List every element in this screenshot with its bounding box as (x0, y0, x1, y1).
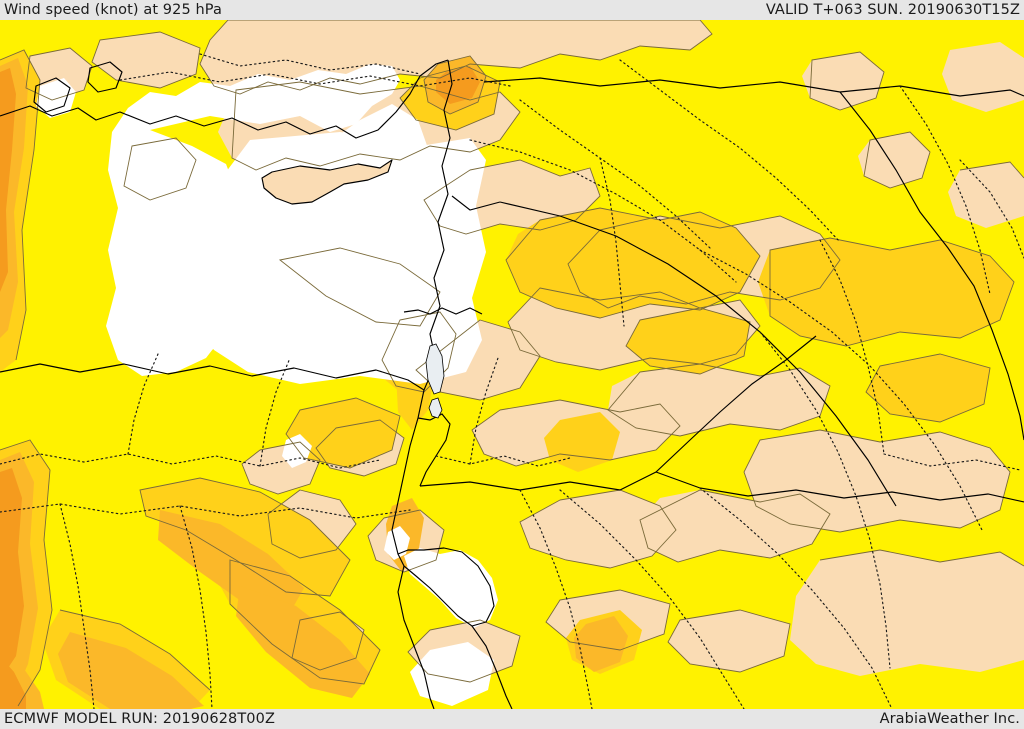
coastlines (0, 59, 513, 709)
model-run-label: ECMWF MODEL RUN: 20190628T00Z (4, 711, 275, 727)
map-title: Wind speed (knot) at 925 hPa (4, 2, 222, 18)
header-bar: Wind speed (knot) at 925 hPa VALID T+063… (0, 0, 1024, 20)
valid-time-label: VALID T+063 SUN. 20190630T15Z (765, 2, 1020, 18)
political-borders-dotted (0, 53, 1024, 709)
political-borders-solid (403, 77, 1024, 507)
lakes (425, 343, 445, 419)
cyprus-island (262, 160, 392, 204)
weather-map-canvas[interactable] (0, 20, 1024, 709)
attribution-label: ArabiaWeather Inc. (879, 711, 1020, 727)
footer-bar: ECMWF MODEL RUN: 20190628T00Z ArabiaWeat… (0, 709, 1024, 729)
contour-lines (0, 20, 1024, 707)
band-over-25kt (0, 66, 480, 709)
wind-speed-contour-plot (0, 20, 1024, 709)
